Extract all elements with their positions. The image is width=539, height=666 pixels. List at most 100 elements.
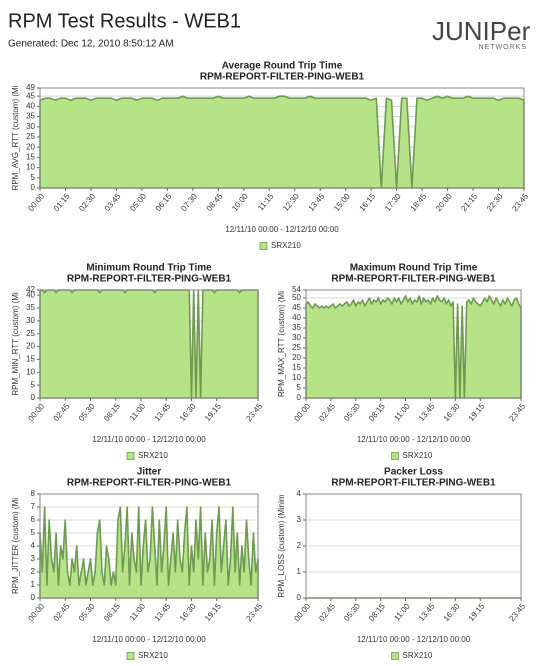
- y-tick-label: 10: [292, 373, 301, 382]
- x-tick-label: 19:15: [467, 401, 487, 423]
- chart-subtitle: RPM-REPORT-FILTER-PING-WEB1: [67, 274, 232, 285]
- plot-frame: [39, 289, 259, 399]
- x-tick-label: 00:00: [26, 191, 46, 213]
- legend-swatch: [126, 452, 135, 460]
- x-tick-label: 16:30: [178, 601, 198, 623]
- legend-swatch: [126, 652, 135, 660]
- y-tick-label: 10: [26, 163, 35, 172]
- legend-label: SRX210: [403, 451, 433, 460]
- y-tick-label: 0: [297, 393, 302, 402]
- x-tick-label: 08:15: [367, 601, 387, 623]
- x-tick-label: 15:00: [332, 191, 352, 213]
- generated-date: Generated: Dec 12, 2010 8:50:12 AM: [8, 39, 174, 50]
- x-tick-label: 20:00: [434, 191, 454, 213]
- x-tick-label: 06:15: [154, 191, 174, 213]
- y-tick-label: 42: [26, 285, 35, 294]
- x-tick-label: 16:30: [442, 601, 462, 623]
- x-axis-label: 12/11/10 00:00 - 12/12/10 00:00: [92, 435, 206, 444]
- y-axis-label: RPM_MIN_RTT (custom) (Mi: [11, 292, 20, 395]
- area: [39, 95, 525, 189]
- area: [39, 506, 259, 599]
- x-tick-label: 16:30: [442, 401, 462, 423]
- y-tick-label: 10: [26, 367, 35, 376]
- y-tick-label: 5: [297, 383, 302, 392]
- x-tick-label: 00:00: [292, 601, 312, 623]
- y-tick-label: 30: [26, 316, 35, 325]
- y-tick-label: 15: [292, 363, 301, 372]
- x-tick-label: 19:15: [203, 401, 223, 423]
- plot-frame: [39, 493, 259, 599]
- x-tick-label: 05:30: [342, 601, 362, 623]
- x-tick-label: 16:30: [178, 401, 198, 423]
- x-tick-label: 02:45: [52, 601, 72, 623]
- x-tick-label: 16:15: [358, 191, 378, 213]
- y-axis-label: RPM_MAX_RTT (custom) (Mi: [277, 291, 286, 397]
- x-tick-label: 05:30: [342, 401, 362, 423]
- x-tick-label: 23:45: [244, 601, 264, 623]
- y-tick-label: 6: [31, 515, 36, 524]
- x-tick-label: 07:30: [179, 191, 199, 213]
- y-tick-label: 5: [31, 380, 36, 389]
- y-axis-label: RPM_LOSS (custom) (Minim: [277, 494, 286, 597]
- x-tick-label: 05:30: [77, 401, 97, 423]
- y-tick-label: 45: [292, 303, 301, 312]
- x-tick-label: 08:15: [102, 401, 122, 423]
- x-tick-label: 11:00: [392, 401, 412, 422]
- x-tick-label: 05:00: [128, 191, 148, 213]
- x-tick-label: 12:30: [281, 191, 301, 213]
- y-tick-label: 2: [297, 541, 302, 550]
- y-tick-label: 35: [26, 303, 35, 312]
- legend-label: SRX210: [138, 451, 168, 460]
- y-tick-label: 30: [292, 333, 301, 342]
- plot-frame: [39, 87, 525, 189]
- y-tick-label: 15: [26, 152, 35, 161]
- y-tick-label: 4: [297, 489, 302, 498]
- x-tick-label: 11:00: [128, 401, 148, 422]
- y-tick-label: 1: [297, 567, 302, 576]
- x-tick-label: 05:30: [77, 601, 97, 623]
- x-axis-label: 12/11/10 00:00 - 12/12/10 00:00: [357, 635, 471, 644]
- x-tick-label: 11:00: [392, 601, 412, 622]
- y-tick-label: 30: [26, 122, 35, 131]
- x-tick-label: 13:45: [417, 401, 437, 423]
- chart-title: Jitter: [137, 467, 162, 478]
- y-tick-label: 25: [26, 132, 35, 141]
- report-title: RPM Test Results - WEB1: [8, 10, 241, 32]
- x-tick-label: 13:45: [417, 601, 437, 623]
- x-axis-label: 12/11/10 00:00 - 12/12/10 00:00: [225, 225, 339, 234]
- y-tick-label: 5: [31, 173, 36, 182]
- chart-subtitle: RPM-REPORT-FILTER-PING-WEB1: [331, 274, 496, 285]
- legend-swatch: [391, 652, 399, 660]
- x-tick-label: 00:00: [292, 401, 312, 423]
- x-tick-label: 08:15: [367, 401, 387, 423]
- y-tick-label: 15: [26, 355, 35, 364]
- y-tick-label: 45: [26, 91, 35, 100]
- y-tick-label: 35: [292, 323, 301, 332]
- x-tick-label: 23:45: [507, 401, 527, 423]
- x-axis-label: 12/11/10 00:00 - 12/12/10 00:00: [357, 435, 471, 444]
- y-tick-label: 2: [31, 567, 36, 576]
- y-tick-label: 7: [31, 502, 36, 511]
- x-axis-label: 12/11/10 00:00 - 12/12/10 00:00: [92, 635, 206, 644]
- x-tick-label: 10:00: [230, 191, 250, 213]
- logo-subtitle: NETWORKS: [479, 44, 527, 51]
- y-tick-label: 40: [26, 290, 35, 299]
- y-tick-label: 20: [292, 353, 301, 362]
- y-tick-label: 5: [31, 528, 36, 537]
- y-tick-label: 3: [297, 515, 302, 524]
- y-tick-label: 54: [292, 285, 301, 294]
- chart-title: Maximum Round Trip Time: [350, 263, 478, 274]
- y-tick-label: 20: [26, 142, 35, 151]
- legend-swatch: [391, 452, 399, 460]
- y-tick-label: 0: [297, 593, 302, 602]
- y-tick-label: 0: [31, 593, 36, 602]
- y-tick-label: 0: [31, 393, 36, 402]
- y-axis-label: RPM_AVG_RTT (custom) (Mi: [11, 85, 20, 190]
- area: [39, 289, 259, 399]
- x-tick-label: 18:45: [408, 191, 428, 213]
- y-tick-label: 20: [26, 342, 35, 351]
- chart-subtitle: RPM-REPORT-FILTER-PING-WEB1: [331, 478, 496, 489]
- chart-subtitle: RPM-REPORT-FILTER-PING-WEB1: [200, 72, 365, 83]
- x-tick-label: 00:00: [26, 401, 46, 423]
